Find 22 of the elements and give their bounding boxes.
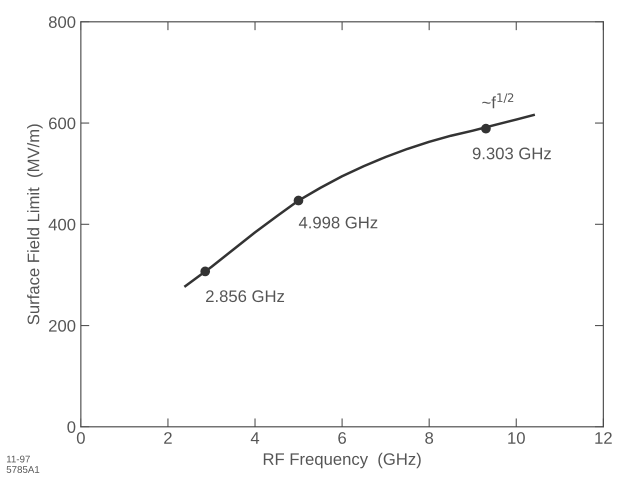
y-tick-label: 600 bbox=[49, 117, 76, 130]
y-tick-label: 800 bbox=[48, 16, 76, 28]
x-tick-label: 0 bbox=[76, 432, 85, 444]
annotation: ~f$^{1/2}$ bbox=[482, 93, 514, 108]
x-tick-label: 6 bbox=[338, 432, 346, 444]
annotation: 4.998 GHz bbox=[298, 216, 378, 228]
x-tick-label: 4 bbox=[250, 432, 260, 444]
y-tick-label: 0 bbox=[67, 421, 76, 434]
x-axis-title: RF Frequency (GHz) bbox=[264, 452, 421, 468]
point bbox=[200, 266, 210, 276]
point bbox=[294, 196, 304, 206]
y-axis-title: Surface Field Limit (MV/m) bbox=[27, 124, 43, 324]
x-tick-label: 8 bbox=[425, 432, 434, 444]
point bbox=[481, 124, 491, 134]
x-tick-label: 2 bbox=[164, 432, 172, 444]
x-tick-label: 10 bbox=[508, 432, 525, 444]
text: 11-97 5785A1 bbox=[6, 456, 40, 473]
y-tick-label: 400 bbox=[48, 218, 76, 231]
annotation: 2.856 GHz bbox=[206, 290, 284, 302]
x-tick-label: 12 bbox=[595, 432, 612, 444]
y-tick-label: 200 bbox=[49, 320, 76, 332]
annotation: 9.303 GHz bbox=[472, 148, 551, 160]
